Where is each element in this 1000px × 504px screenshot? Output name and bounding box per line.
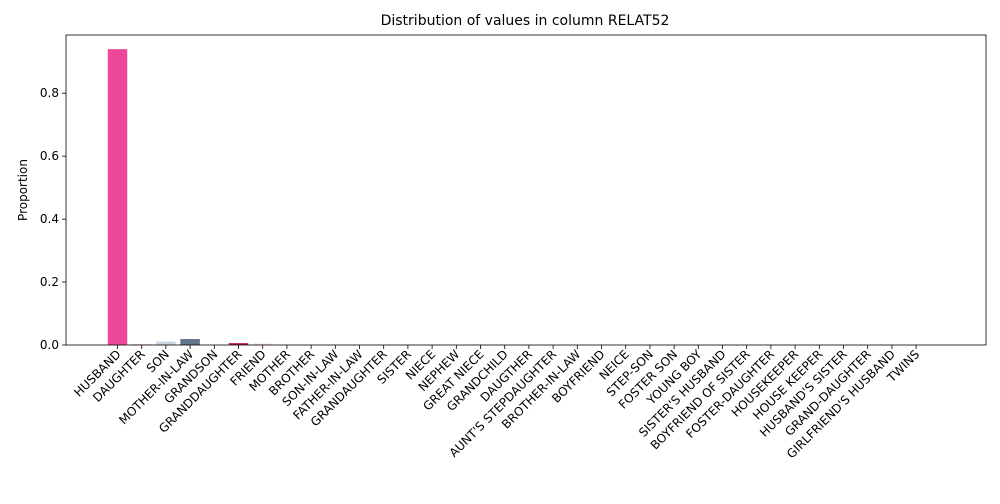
plot-area: 0.00.20.40.60.8HUSBANDDAUGHTERSONMOTHER-… [40, 35, 986, 461]
y-tick-label: 0.6 [40, 149, 59, 163]
y-tick-label: 0.2 [40, 275, 59, 289]
chart-title: Distribution of values in column RELAT52 [381, 13, 670, 29]
axes-frame [66, 35, 986, 345]
y-tick-label: 0.8 [40, 86, 59, 100]
y-tick-label: 0.0 [40, 338, 59, 352]
bar-husband [108, 49, 128, 345]
bar-son [156, 342, 176, 345]
bar-mother-in-law [180, 339, 200, 345]
y-tick-label: 0.4 [40, 212, 59, 226]
y-axis-label: Proportion [16, 159, 30, 221]
